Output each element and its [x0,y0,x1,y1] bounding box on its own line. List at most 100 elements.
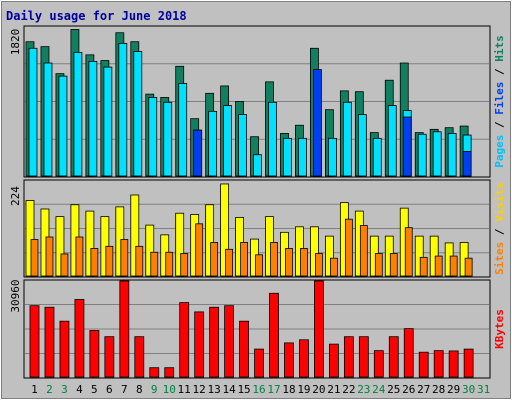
x-label-day-26: 26 [402,383,415,396]
bar-sites-day-3 [60,253,69,277]
bar-sites-day-29 [449,255,458,277]
bar-files-day-14 [223,105,233,177]
bar-kbytes-day-21 [328,343,339,378]
bar-sites-day-8 [135,245,144,277]
bar-pages-day-12 [193,129,203,177]
x-label-day-5: 5 [91,383,98,396]
bar-kbytes-day-23 [358,336,369,378]
bar-visits-day-8 [130,194,140,277]
bar-kbytes-day-25 [388,336,399,378]
bar-sites-day-15 [240,242,248,277]
bar-kbytes-day-3 [59,320,70,378]
bar-visits-day-11 [175,212,185,277]
bar-kbytes-day-19 [299,339,309,378]
x-label-day-29: 29 [447,383,460,396]
x-label-day-17: 17 [267,383,280,396]
bar-kbytes-day-26 [403,328,414,378]
bar-files-day-2 [43,62,53,177]
bar-visits-day-3 [55,216,65,277]
x-label-day-31: 31 [477,383,490,396]
bar-sites-day-9 [150,251,159,277]
bar-files-day-11 [178,83,188,177]
bar-sites-day-2 [45,236,54,277]
bar-kbytes-day-29 [448,350,459,378]
bar-visits-day-9 [145,224,155,277]
bar-files-day-4 [73,51,83,177]
x-axis-day-labels: 1 2 3 4 5 6 7 8 9 10 11 12 13 14 15 16 17 18 19 20 21 22 23 24 2… [31,383,490,396]
bar-kbytes-day-6 [104,336,115,378]
bar-files-day-1 [28,47,38,177]
bar-kbytes-day-24 [373,350,384,378]
bar-sites-day-14 [225,248,234,277]
bar-pages-day-30 [462,151,472,177]
bar-kbytes-day-28 [433,350,444,378]
x-label-day-6: 6 [106,383,113,396]
side-label-part-kbytes: KBytes [493,309,506,349]
bar-files-day-25 [387,105,397,177]
side-label-part-files: Files [493,82,506,115]
bar-sites-day-19 [300,248,308,277]
bar-kbytes-day-1 [29,305,40,378]
bar-kbytes-day-14 [224,305,235,378]
x-label-day-19: 19 [297,383,310,396]
bar-files-day-23 [357,114,367,177]
y-max-label-2: 224 [9,186,22,206]
bar-files-day-8 [133,51,143,177]
bar-files-day-13 [208,110,218,177]
x-label-day-1: 1 [31,383,38,396]
bar-files-day-5 [88,60,98,177]
bar-visits-day-13 [205,204,215,277]
chart-title: Daily usage for June 2018 [6,9,187,23]
bar-sites-day-17 [270,242,278,277]
bar-pages-day-20 [313,69,322,177]
x-label-day-24: 24 [372,383,386,396]
bar-sites-day-13 [210,242,219,277]
x-label-day-30: 30 [462,383,475,396]
bar-sites-day-10 [165,251,174,277]
x-label-day-4: 4 [76,383,83,396]
bar-files-day-29 [447,133,457,177]
bar-sites-day-11 [180,253,189,277]
bar-files-day-16 [253,154,262,177]
x-label-day-20: 20 [312,383,325,396]
bar-sites-day-7 [120,239,129,277]
bar-sites-day-5 [90,248,99,277]
bar-sites-day-30 [464,257,473,277]
side-label-separator: / [493,62,506,82]
bar-kbytes-day-11 [179,302,190,378]
bar-visits-day-5 [85,210,95,277]
x-label-day-16: 16 [252,383,265,396]
bar-files-day-17 [268,101,277,177]
y-max-label-1: 1820 [9,29,22,56]
bar-files-day-15 [238,114,247,177]
bar-sites-day-28 [434,255,443,277]
bar-kbytes-day-12 [194,311,205,378]
bar-files-day-19 [298,137,307,177]
side-label-part-pages: Pages [493,135,506,168]
x-label-day-2: 2 [46,383,53,396]
bar-kbytes-day-20 [314,280,324,378]
bar-visits-day-1 [25,200,35,277]
bar-sites-day-21 [329,257,338,277]
x-label-day-25: 25 [387,383,400,396]
bar-kbytes-day-16 [254,348,264,378]
side-label-separator: / [493,222,506,242]
bar-kbytes-day-18 [284,342,294,378]
bar-kbytes-day-10 [164,367,175,378]
bar-sites-day-6 [105,245,114,277]
bar-visits-day-21 [324,235,334,277]
bar-kbytes-day-22 [343,336,354,378]
bar-visits-day-14 [220,183,230,277]
x-label-day-10: 10 [163,383,176,396]
bar-files-day-9 [148,97,158,177]
x-label-day-18: 18 [282,383,295,396]
bar-visits-day-20 [310,226,319,277]
side-label-part-hits: Hits [493,35,506,62]
bar-kbytes-day-17 [269,292,279,378]
side-label-part-visits: Visits [493,182,506,222]
bar-files-day-24 [372,137,382,177]
x-label-day-11: 11 [178,383,191,396]
bar-files-day-28 [432,131,442,177]
bar-files-day-27 [417,133,427,177]
